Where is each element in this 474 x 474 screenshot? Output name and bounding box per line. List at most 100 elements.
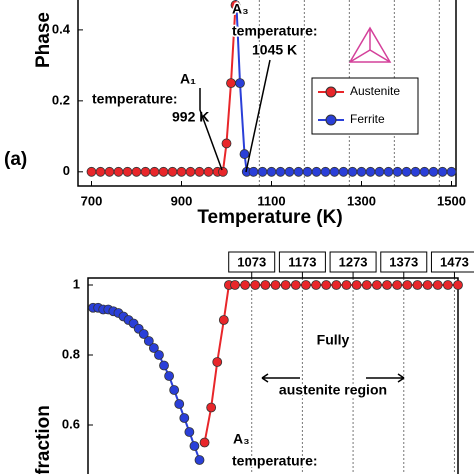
marker xyxy=(329,166,340,177)
legend-marker xyxy=(325,86,337,98)
x-tick-label: 1373 xyxy=(389,254,418,269)
marker xyxy=(226,78,236,89)
annotation-arrow xyxy=(261,373,405,383)
marker xyxy=(351,280,362,290)
marker xyxy=(422,280,433,290)
marker xyxy=(179,413,190,423)
marker xyxy=(203,166,214,177)
annotation: A₃ xyxy=(232,1,249,17)
marker xyxy=(392,280,403,290)
marker xyxy=(428,166,439,177)
marker xyxy=(275,166,286,177)
series-line xyxy=(203,284,458,443)
marker xyxy=(218,315,229,325)
marker xyxy=(167,166,178,177)
marker xyxy=(230,280,240,290)
marker xyxy=(419,166,430,177)
marker xyxy=(138,329,149,339)
marker xyxy=(164,371,174,381)
marker xyxy=(189,441,200,451)
marker xyxy=(154,350,164,360)
marker xyxy=(302,166,313,177)
y-axis-title: fraction xyxy=(33,405,54,474)
marker xyxy=(86,166,97,177)
x-tick-label: 1473 xyxy=(440,254,469,269)
x-tick-label: 1173 xyxy=(288,254,316,269)
marker xyxy=(240,280,251,290)
annotation: 1045 K xyxy=(252,42,297,58)
marker xyxy=(239,149,250,159)
marker xyxy=(372,280,382,290)
marker xyxy=(260,280,271,290)
marker xyxy=(235,78,245,89)
marker xyxy=(140,166,151,177)
marker xyxy=(206,402,217,413)
marker xyxy=(122,166,133,177)
marker xyxy=(148,343,159,353)
panel-label: (a) xyxy=(4,149,27,170)
x-tick-label: 1100 xyxy=(257,193,285,208)
marker xyxy=(149,166,160,177)
marker xyxy=(453,280,463,290)
marker xyxy=(446,166,457,177)
marker xyxy=(401,166,412,177)
y-tick-label: 0 xyxy=(63,163,70,178)
marker xyxy=(382,280,392,290)
marker xyxy=(95,166,106,177)
marker xyxy=(361,280,372,290)
marker xyxy=(248,166,259,177)
annotation-arrow xyxy=(199,88,223,171)
marker xyxy=(221,138,232,149)
marker xyxy=(365,166,376,177)
marker xyxy=(321,280,332,290)
marker xyxy=(131,166,142,177)
marker xyxy=(311,280,321,290)
marker xyxy=(158,166,169,177)
marker xyxy=(284,166,295,177)
y-axis-title: Phase xyxy=(33,12,54,68)
marker xyxy=(176,166,187,177)
marker xyxy=(412,280,423,290)
marker xyxy=(402,280,413,290)
marker xyxy=(217,166,228,177)
y-tick-label: 0.8 xyxy=(62,346,80,361)
annotation: temperature: xyxy=(92,91,178,107)
marker xyxy=(341,280,352,290)
legend-marker xyxy=(325,114,337,126)
marker xyxy=(383,166,394,177)
marker xyxy=(270,280,281,290)
marker xyxy=(392,166,403,177)
y-tick-label: 0.4 xyxy=(52,21,71,36)
x-tick-label: 1500 xyxy=(437,193,466,208)
marker xyxy=(437,166,448,177)
marker xyxy=(174,399,185,409)
x-axis-title: Temperature (K) xyxy=(197,207,342,228)
y-tick-label: 1 xyxy=(73,276,80,291)
annotation: austenite region xyxy=(279,382,387,398)
marker xyxy=(143,336,154,346)
marker xyxy=(184,427,195,437)
marker xyxy=(199,437,210,448)
marker xyxy=(113,166,124,177)
x-tick-label: 900 xyxy=(171,193,193,208)
plot-frame xyxy=(87,277,459,474)
marker xyxy=(338,166,349,177)
inset-icon xyxy=(348,26,392,63)
marker xyxy=(266,166,277,177)
marker xyxy=(442,280,453,290)
annotation: A₃ xyxy=(233,431,250,447)
marker xyxy=(374,166,385,177)
marker xyxy=(410,166,421,177)
marker xyxy=(290,280,301,290)
marker xyxy=(320,166,331,177)
marker xyxy=(169,385,180,395)
marker xyxy=(194,166,205,177)
marker xyxy=(159,360,169,371)
legend-label: Austenite xyxy=(350,84,400,98)
marker xyxy=(185,166,196,177)
marker xyxy=(194,455,205,465)
marker xyxy=(432,280,443,290)
marker xyxy=(257,166,268,177)
annotation: temperature: xyxy=(232,453,318,469)
